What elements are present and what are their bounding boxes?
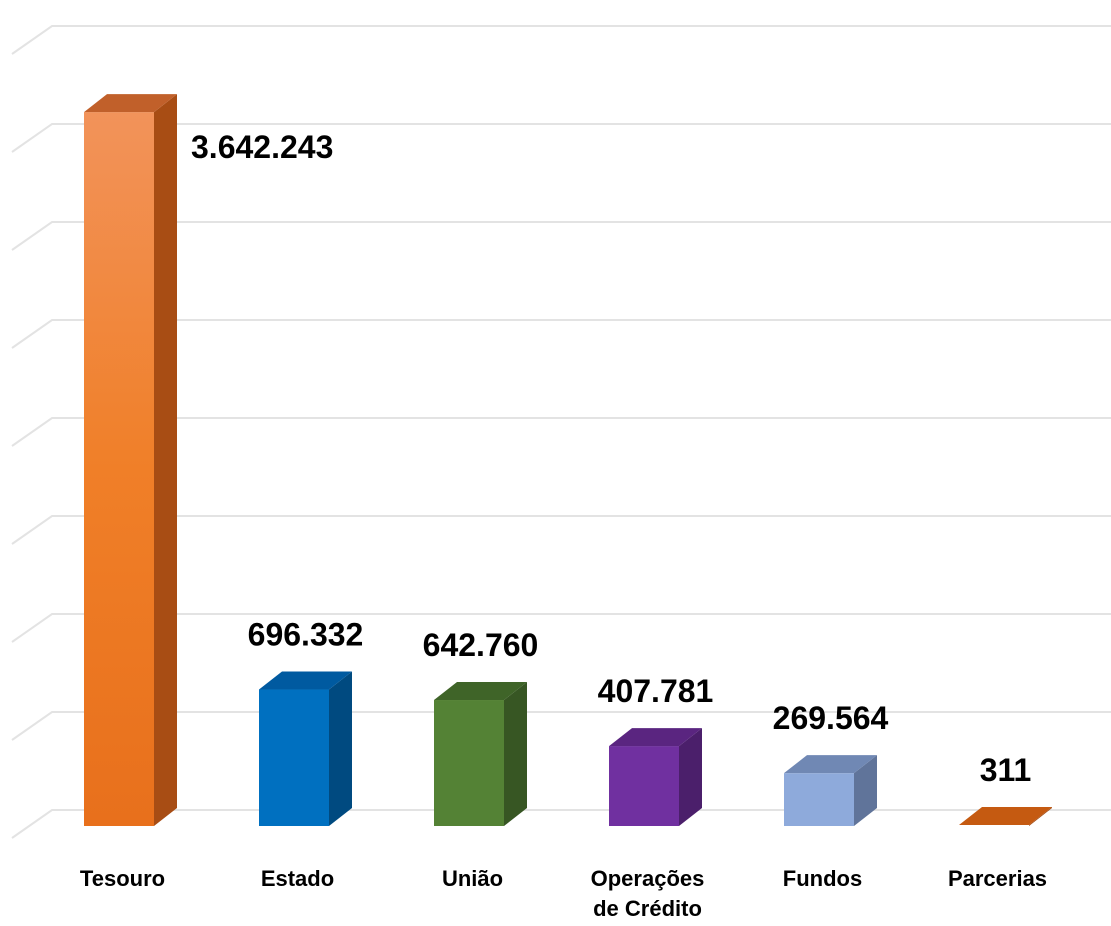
bar-top-face [434,682,527,701]
gridline [11,25,1111,55]
value-label: 3.642.243 [191,129,333,165]
bar-opera-es-de-cr-dito [609,728,702,826]
bars [84,94,1052,827]
gridline [11,809,1111,839]
category-label: Fundos [783,866,862,891]
gridline [11,221,1111,251]
bar-side-face [504,682,527,826]
bar-top-face [959,807,1052,825]
bar-estado [259,671,352,826]
category-label: União [442,866,503,891]
bar-front-face [84,112,154,827]
bar-top-face [84,94,177,113]
bar-side-face [1029,807,1052,826]
value-label: 696.332 [248,617,364,653]
bar-front-face [259,689,329,826]
bar-top-face [784,755,877,774]
category-label: Tesouro [80,866,165,891]
bar-top-face [259,671,352,690]
value-label: 311 [980,752,1032,788]
bar-front-face [434,700,504,826]
bar-front-face [784,773,854,826]
gridline [11,417,1111,447]
gridline [11,613,1111,643]
bar-top-face [609,728,702,747]
bar-uni-o [434,682,527,826]
bar-side-face [679,728,702,826]
gridline [11,319,1111,349]
value-labels: 3.642.243 696.332 642.760 407.781 269.564 311 [191,129,1031,788]
value-label: 407.781 [598,673,714,709]
category-label: Parcerias [948,866,1047,891]
bar-side-face [154,94,177,827]
bar-parcerias [959,807,1052,826]
category-label: Estado [261,866,334,891]
gridline [11,515,1111,545]
value-label: 269.564 [773,700,889,736]
bar-side-face [329,671,352,826]
value-label: 642.760 [423,627,539,663]
gridlines [11,25,1111,839]
bar-front-face [609,746,679,826]
category-label: Operações de Crédito [591,866,705,921]
category-labels: Tesouro Estado União Operações de Crédito Fun… [80,866,1047,921]
gridline [11,711,1111,741]
gridline [11,123,1111,153]
bar-fundos [784,755,877,826]
bar-side-face [854,755,877,826]
bar-tesouro [84,94,177,827]
